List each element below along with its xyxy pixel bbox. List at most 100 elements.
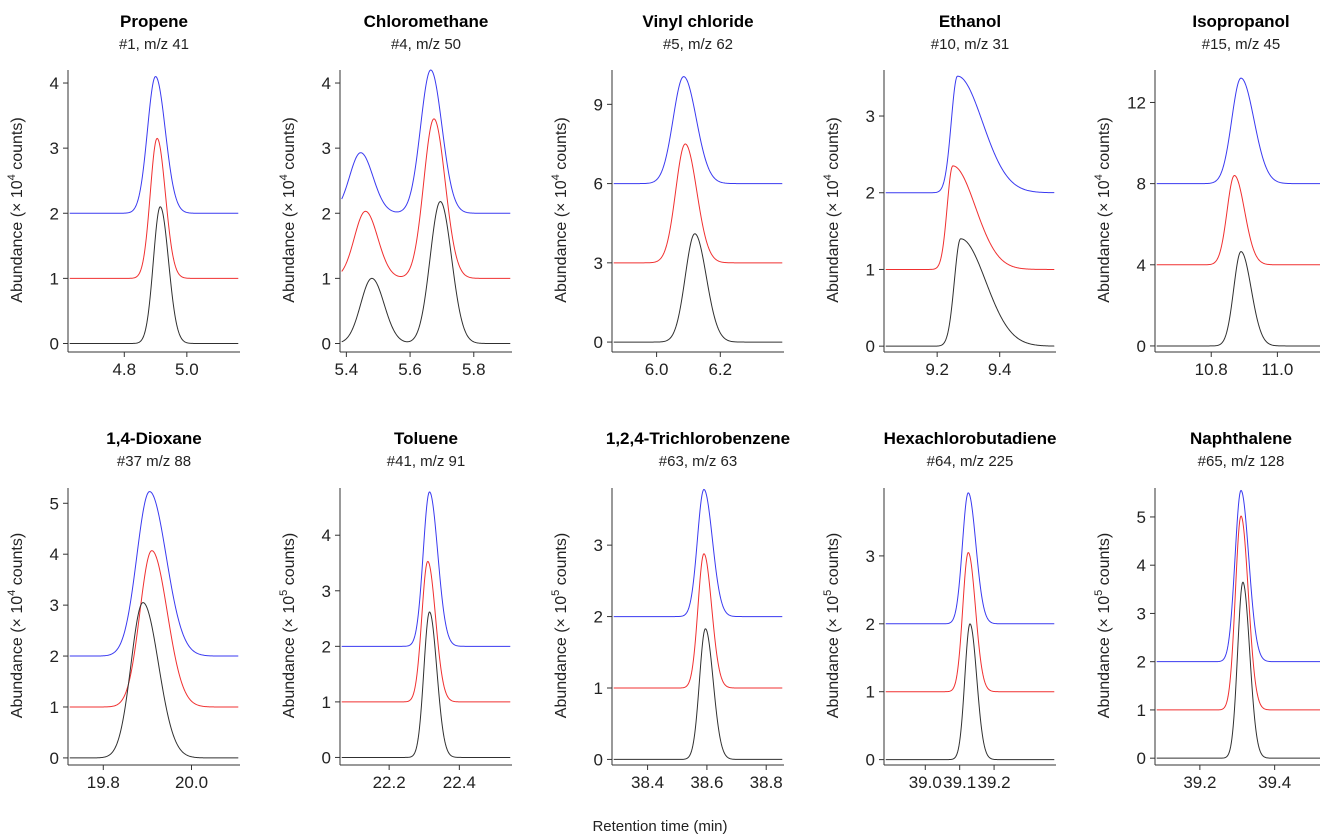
y-tick-label: 3 [594, 536, 603, 555]
y-tick-label: 4 [1137, 256, 1146, 275]
y-tick-label: 1 [322, 693, 331, 712]
x-tick-label: 19.8 [87, 773, 120, 792]
x-tick-label: 5.6 [398, 360, 422, 379]
y-axis-label: Abundance (× 104 counts) [278, 117, 298, 302]
y-tick-label: 1 [322, 269, 331, 288]
y-tick-label: 0 [1137, 749, 1146, 768]
panel-subtitle: #5, m/z 62 [663, 36, 733, 53]
chart-panel: Ethanol #10, m/z 31 0 1 2 3 9.2 9.4 Abundance (×… [822, 12, 1056, 379]
y-tick-label: 0 [594, 750, 603, 769]
x-tick-label: 39.2 [978, 773, 1011, 792]
y-tick-label: 2 [322, 637, 331, 656]
y-tick-label: 3 [1137, 604, 1146, 623]
y-tick-label: 2 [50, 647, 59, 666]
trace-bottom [341, 201, 511, 344]
trace-middle [69, 550, 239, 708]
y-axis-label: Abundance (× 105 counts) [822, 533, 842, 718]
panel-subtitle: #4, m/z 50 [391, 36, 461, 53]
x-tick-label: 39.4 [1258, 773, 1291, 792]
chart-panel: 1,4-Dioxane #37 m/z 88 0 1 2 3 4 5 19.8 20.0 Abund… [6, 429, 240, 792]
panel-subtitle: #65, m/z 128 [1198, 453, 1285, 470]
y-axis-label: Abundance (× 104 counts) [1093, 117, 1113, 302]
y-tick-label: 0 [322, 748, 331, 767]
x-tick-label: 20.0 [175, 773, 208, 792]
chart-panel: Propene #1, m/z 41 0 1 2 3 4 4.8 5.0 Abundance (×… [6, 12, 240, 379]
trace-middle [341, 118, 511, 279]
panel-subtitle: #41, m/z 91 [387, 453, 465, 470]
y-tick-label: 2 [866, 184, 875, 203]
y-tick-label: 1 [1137, 701, 1146, 720]
x-tick-label: 38.8 [750, 773, 783, 792]
y-axis-label: Abundance (× 104 counts) [6, 117, 26, 302]
y-axis-label: Abundance (× 105 counts) [278, 533, 298, 718]
trace-top [341, 69, 511, 214]
y-tick-label: 12 [1127, 93, 1146, 112]
panel-title: Hexachlorobutadiene [884, 429, 1057, 448]
x-tick-label: 9.4 [988, 360, 1012, 379]
panel-subtitle: #1, m/z 41 [119, 36, 189, 53]
trace-bottom [1156, 251, 1320, 347]
y-tick-label: 3 [50, 139, 59, 158]
y-tick-label: 3 [866, 107, 875, 126]
y-tick-label: 2 [1137, 653, 1146, 672]
y-tick-label: 0 [50, 334, 59, 353]
trace-middle [613, 143, 783, 264]
y-tick-label: 4 [50, 74, 59, 93]
x-tick-label: 6.0 [645, 360, 669, 379]
y-tick-label: 2 [50, 204, 59, 223]
x-tick-label: 22.4 [443, 773, 476, 792]
x-tick-label: 39.0 [909, 773, 942, 792]
y-axis-label: Abundance (× 105 counts) [550, 533, 570, 718]
y-tick-label: 5 [1137, 508, 1146, 527]
trace-bottom [613, 628, 783, 760]
panel-subtitle: #37 m/z 88 [117, 453, 191, 470]
x-tick-label: 6.2 [708, 360, 732, 379]
trace-bottom [69, 206, 239, 344]
panel-title: 1,2,4-Trichlorobenzene [606, 429, 790, 448]
y-tick-label: 4 [50, 545, 59, 564]
trace-top [1156, 489, 1320, 663]
x-tick-label: 39.1 [943, 773, 976, 792]
trace-bottom [69, 602, 239, 759]
trace-top [613, 76, 783, 185]
y-tick-label: 3 [322, 582, 331, 601]
panel-subtitle: #15, m/z 45 [1202, 36, 1280, 53]
panel-title: Ethanol [939, 12, 1001, 31]
y-axis-label: Abundance (× 104 counts) [822, 117, 842, 302]
y-tick-label: 1 [866, 683, 875, 702]
trace-middle [341, 560, 511, 703]
panel-title: Toluene [394, 429, 458, 448]
y-tick-label: 1 [50, 698, 59, 717]
y-tick-label: 0 [50, 749, 59, 768]
chart-panel: Toluene #41, m/z 91 0 1 2 3 4 22.2 22.4 Abundance… [278, 429, 512, 792]
trace-middle [69, 137, 239, 279]
trace-bottom [885, 623, 1055, 761]
trace-middle [1156, 515, 1320, 711]
y-tick-label: 8 [1137, 175, 1146, 194]
x-tick-label: 5.8 [462, 360, 486, 379]
y-tick-label: 2 [322, 204, 331, 223]
trace-bottom [341, 611, 511, 758]
trace-middle [885, 552, 1055, 693]
panel-subtitle: #64, m/z 225 [927, 453, 1014, 470]
y-axis-label: Abundance (× 104 counts) [6, 533, 26, 718]
panel-subtitle: #63, m/z 63 [659, 453, 737, 470]
y-tick-label: 1 [594, 679, 603, 698]
trace-top [885, 492, 1055, 625]
chart-panel: Naphthalene #65, m/z 128 0 1 2 3 4 5 39.2 39.4 Abu… [1093, 429, 1320, 792]
x-tick-label: 38.4 [631, 773, 664, 792]
y-tick-label: 0 [866, 751, 875, 770]
trace-bottom [613, 233, 783, 343]
trace-top [1156, 77, 1320, 185]
y-tick-label: 6 [594, 175, 603, 194]
x-tick-label: 39.2 [1183, 773, 1216, 792]
y-tick-label: 3 [866, 547, 875, 566]
x-tick-label: 5.4 [335, 360, 359, 379]
x-tick-label: 22.2 [373, 773, 406, 792]
panel-title: Naphthalene [1190, 429, 1292, 448]
panel-title: Vinyl chloride [642, 12, 753, 31]
y-axis-label: Abundance (× 104 counts) [550, 117, 570, 302]
panel-title: Chloromethane [364, 12, 489, 31]
panel-title: Isopropanol [1192, 12, 1289, 31]
